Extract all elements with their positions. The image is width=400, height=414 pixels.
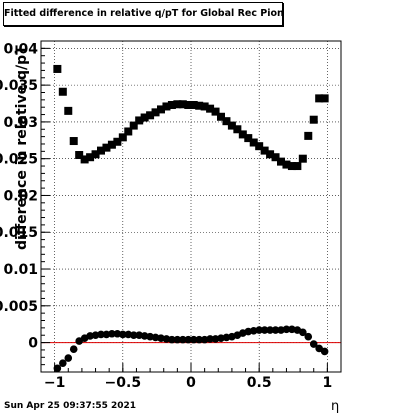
x-tick-label: 0.5 — [247, 375, 272, 391]
data-point-circle — [59, 359, 67, 367]
data-point-circle — [69, 345, 78, 353]
axis-tick-labels: −1 −0.5 0 0.5 1 0 0.005 0.01 0.015 0.02 0.025 0.03 0… — [0, 41, 332, 391]
x-tick-label: −1 — [44, 375, 65, 391]
data-point-square — [107, 140, 116, 149]
y-tick-label: 0.035 — [0, 78, 38, 94]
data-point-square — [102, 143, 111, 152]
data-point-square — [113, 137, 122, 146]
data-point-square — [271, 153, 280, 162]
data-point-square — [249, 138, 258, 147]
data-point-circle — [206, 335, 214, 343]
data-point-circle — [173, 335, 182, 344]
data-point-square — [75, 151, 84, 160]
y-axis-label: difference in relative q/pT — [14, 45, 30, 250]
data-point-square — [97, 146, 105, 155]
data-point-square — [233, 125, 242, 134]
data-point-square — [80, 155, 89, 164]
data-point-square — [173, 100, 182, 109]
grid-lines — [41, 41, 341, 372]
x-tick-label: 0 — [186, 375, 196, 391]
data-point-circle — [260, 326, 269, 334]
y-tick-label: 0 — [28, 336, 38, 352]
data-point-circle — [53, 364, 62, 373]
data-point-square — [304, 131, 313, 140]
data-point-square — [135, 116, 144, 125]
data-point-square — [167, 100, 176, 109]
data-point-circle — [282, 325, 291, 334]
data-point-square — [320, 94, 329, 103]
data-point-square — [206, 104, 215, 113]
data-point-circle — [195, 335, 203, 344]
data-point-square — [200, 102, 209, 111]
data-point-square — [69, 137, 78, 146]
x-tick-label: 1 — [322, 375, 332, 391]
data-point-square — [118, 133, 127, 142]
data-point-square — [86, 153, 95, 162]
data-point-square — [293, 162, 302, 171]
data-point-circle — [64, 354, 73, 362]
y-tick-label: 0.015 — [0, 225, 38, 241]
chart-title: Fitted difference in relative q/pT for G… — [4, 8, 282, 19]
data-point-square — [129, 121, 138, 130]
data-point-square — [146, 111, 155, 120]
data-point-square — [282, 160, 291, 169]
data-point-circle — [129, 331, 138, 340]
data-point-square — [195, 101, 204, 110]
data-point-circle — [266, 326, 274, 334]
data-point-circle — [119, 330, 127, 339]
data-point-circle — [108, 329, 116, 338]
data-point-square — [124, 127, 133, 136]
y-tick-label: 0.025 — [0, 152, 38, 168]
data-point-circle — [189, 335, 198, 344]
data-point-square — [178, 100, 187, 109]
y-tick-label: 0.02 — [3, 188, 38, 204]
timestamp: Sun Apr 25 09:37:55 2021 — [4, 401, 137, 411]
data-point-square — [222, 117, 231, 126]
data-point-square — [277, 157, 285, 166]
data-point-square — [162, 102, 171, 111]
data-point-circle — [309, 340, 318, 348]
data-point-circle — [320, 347, 329, 356]
data-point-square — [238, 130, 247, 139]
data-point-square — [211, 107, 220, 116]
x-axis-label: η — [331, 399, 340, 414]
data-point-square — [217, 112, 225, 121]
data-point-square — [298, 154, 307, 163]
data-point-square — [64, 106, 73, 115]
y-tick-label: 0.03 — [3, 115, 38, 131]
data-point-circle — [255, 326, 263, 334]
data-point-square — [244, 134, 253, 143]
axis-ticks — [40, 47, 342, 373]
data-point-square — [151, 108, 160, 117]
data-point-square — [309, 115, 318, 124]
data-point-square — [315, 94, 324, 103]
data-point-square — [184, 100, 193, 109]
data-point-circle — [271, 326, 280, 334]
data-point-square — [58, 87, 67, 96]
data-point-square — [227, 121, 236, 130]
y-tick-label: 0.005 — [0, 299, 38, 315]
data-points — [53, 64, 329, 373]
y-tick-label: 0.04 — [3, 41, 38, 57]
data-point-square — [189, 100, 198, 109]
data-point-square — [287, 162, 296, 171]
data-point-square — [255, 142, 264, 151]
data-point-square — [260, 146, 269, 155]
data-point-circle — [304, 332, 313, 341]
x-tick-label: −0.5 — [105, 375, 142, 391]
data-point-circle — [299, 328, 307, 337]
data-point-square — [91, 150, 100, 159]
data-point-square — [53, 64, 62, 73]
data-point-square — [140, 113, 149, 122]
data-point-square — [266, 150, 275, 159]
chart-title-box: Fitted difference in relative q/pT for G… — [3, 2, 283, 26]
data-point-circle — [184, 335, 193, 344]
data-point-circle — [179, 335, 187, 344]
data-point-circle — [168, 335, 176, 344]
y-tick-label: 0.01 — [3, 262, 38, 278]
data-point-circle — [97, 330, 105, 339]
data-point-square — [157, 105, 165, 114]
